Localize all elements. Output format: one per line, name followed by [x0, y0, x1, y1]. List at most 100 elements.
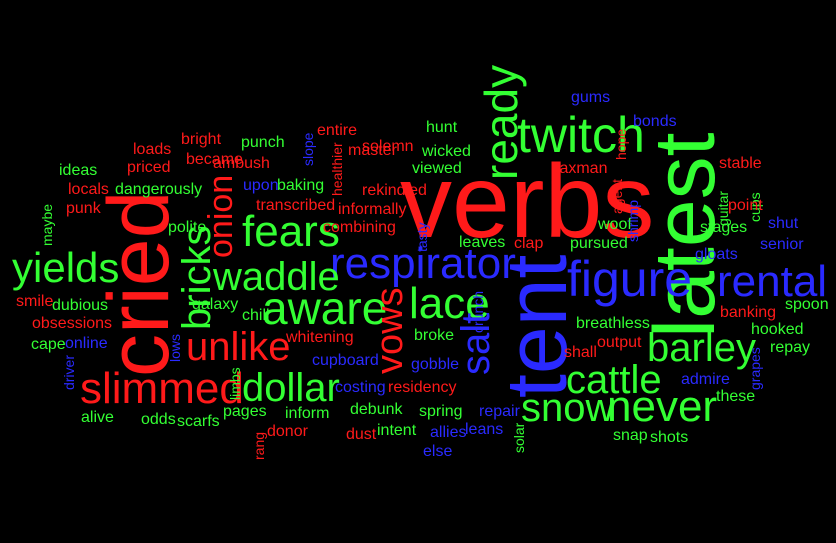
word: upon	[243, 177, 279, 194]
word: rental	[717, 257, 828, 306]
word: rang	[251, 431, 267, 460]
word: healthier	[329, 142, 345, 196]
word: repay	[770, 339, 811, 356]
word: twitch	[517, 107, 645, 163]
word: whitening	[286, 329, 354, 346]
word: onion	[202, 174, 240, 258]
word: transcribed	[256, 197, 336, 214]
word: gobble	[411, 356, 460, 373]
word: odds	[141, 411, 176, 428]
word: cupboard	[312, 352, 379, 369]
word: clap	[514, 235, 544, 252]
word: shrimp	[625, 199, 641, 242]
word: solar	[511, 422, 527, 453]
word: pursued	[570, 235, 628, 252]
word: slimmed	[80, 364, 244, 413]
word: punch	[241, 134, 285, 151]
word: lows	[167, 333, 183, 362]
word: shall	[564, 344, 597, 361]
word: senior	[760, 236, 804, 253]
word: donor	[267, 423, 308, 440]
word: wicked	[422, 143, 471, 160]
word: intent	[377, 422, 417, 439]
word: dubious	[52, 297, 109, 314]
word: barley	[647, 326, 756, 370]
word: woof	[598, 216, 632, 233]
word: fears	[242, 207, 340, 256]
word: locals	[68, 181, 109, 198]
word: hope	[613, 128, 629, 160]
word: allies	[430, 424, 467, 441]
word: bonds	[633, 113, 677, 130]
word: banking	[720, 304, 777, 321]
word: broke	[414, 327, 455, 344]
word: dangerously	[115, 181, 203, 198]
word: informally	[338, 201, 407, 218]
word: tasty	[414, 222, 430, 252]
word: shots	[650, 429, 689, 446]
word: residency	[388, 379, 457, 396]
word: ideas	[59, 162, 98, 179]
word: pages	[223, 403, 267, 420]
word: snap	[613, 427, 648, 444]
word: inform	[285, 405, 330, 422]
word: output	[597, 334, 642, 351]
word: loads	[133, 141, 172, 158]
word: never	[607, 382, 718, 431]
word: gloats	[695, 246, 738, 263]
word: solemn	[362, 138, 414, 155]
word: alive	[81, 409, 114, 426]
word: combining	[323, 219, 396, 236]
word: point	[728, 197, 763, 214]
word: snow	[521, 386, 615, 430]
word: spoon	[785, 296, 829, 313]
word: online	[65, 335, 108, 352]
word: gums	[571, 89, 611, 106]
word: viewed	[412, 160, 462, 177]
word: costing	[335, 379, 386, 396]
word: cattle	[566, 358, 662, 402]
word: else	[423, 443, 453, 460]
word: entire	[317, 122, 358, 139]
word: taxman	[555, 160, 608, 177]
word: slope	[300, 132, 316, 166]
word: figure	[567, 251, 693, 307]
word: unlike	[186, 325, 291, 369]
word: stages	[700, 219, 748, 236]
word: obsessions	[32, 315, 113, 332]
word: baking	[277, 177, 325, 194]
word: leaves	[459, 234, 506, 251]
word: aware	[262, 282, 388, 334]
word: admire	[681, 371, 730, 388]
word: chill	[242, 307, 270, 324]
word: maybe	[39, 203, 55, 246]
word: polite	[168, 219, 207, 236]
word: became	[186, 151, 243, 168]
word: these	[716, 388, 756, 405]
word: respirator	[330, 239, 516, 288]
word: grapes	[747, 347, 763, 390]
word: repair	[479, 403, 520, 420]
word: driver	[61, 354, 77, 390]
word: debunk	[350, 401, 403, 418]
word: leans	[465, 421, 504, 438]
word: master	[348, 142, 397, 159]
word: scarfs	[177, 413, 220, 430]
word: limbs	[227, 367, 243, 400]
word: agent	[609, 178, 625, 214]
word: hunt	[426, 119, 458, 136]
word: priced	[127, 159, 171, 176]
word: ambush	[213, 155, 270, 172]
word: dollar	[242, 366, 340, 410]
word: spring	[419, 403, 463, 420]
word: breathless	[576, 315, 650, 332]
word: crunch	[470, 290, 486, 333]
word: stable	[719, 155, 762, 172]
word: cape	[31, 336, 66, 353]
word: yields	[12, 244, 120, 291]
word: galaxy	[192, 296, 239, 313]
word: ready	[475, 64, 527, 180]
word: lace	[409, 279, 490, 328]
word: bright	[181, 131, 222, 148]
